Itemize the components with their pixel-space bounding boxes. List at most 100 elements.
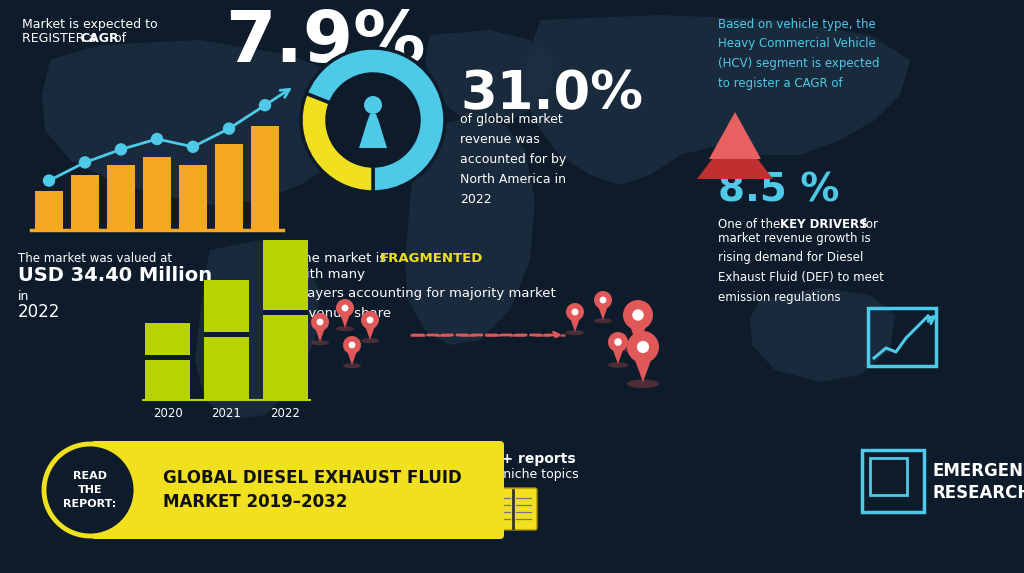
Ellipse shape [627,379,659,388]
Text: for: for [858,218,878,231]
Polygon shape [569,316,581,332]
Ellipse shape [566,330,584,335]
Circle shape [43,175,54,186]
Polygon shape [611,346,625,364]
Bar [145,355,190,360]
Text: REGISTER a: REGISTER a [22,32,100,45]
Circle shape [223,123,234,134]
Text: USD 34.40 Million: USD 34.40 Million [18,266,212,285]
Bar [868,308,936,366]
Circle shape [311,313,329,331]
Polygon shape [425,30,555,120]
Circle shape [116,144,127,155]
Circle shape [566,303,584,321]
Circle shape [367,316,374,323]
Text: covering niche topics: covering niche topics [445,468,579,481]
Bar [263,240,308,400]
Circle shape [571,309,579,315]
Polygon shape [629,321,648,348]
Bar [143,157,171,230]
Circle shape [623,300,653,330]
Polygon shape [339,312,351,328]
Circle shape [152,134,163,144]
Circle shape [608,332,628,352]
Bar [35,191,63,230]
Text: market revenue growth is
rising demand for Diesel
Exhaust Fluid (DEF) to meet
em: market revenue growth is rising demand f… [718,232,884,304]
Ellipse shape [311,340,329,345]
Circle shape [187,142,199,152]
FancyBboxPatch shape [91,441,504,539]
Polygon shape [195,240,319,420]
Polygon shape [359,114,387,148]
Text: CAGR: CAGR [80,32,119,45]
Circle shape [614,338,622,346]
Circle shape [259,100,270,111]
Polygon shape [365,324,376,340]
Polygon shape [597,304,609,320]
Circle shape [342,305,348,311]
Text: of global market
revenue was
accounted for by
North America in
2022: of global market revenue was accounted f… [460,113,566,206]
Text: RESEARCH: RESEARCH [932,484,1024,502]
Polygon shape [633,354,653,382]
Circle shape [627,331,659,363]
Text: The market is: The market is [295,252,390,265]
Bar [862,450,924,512]
Circle shape [600,297,606,304]
Circle shape [632,309,644,321]
Circle shape [594,291,612,309]
Circle shape [336,299,354,317]
Circle shape [343,336,361,354]
Wedge shape [301,93,373,192]
Wedge shape [306,48,445,192]
Text: 31.0%: 31.0% [460,68,643,120]
Text: GLOBAL DIESEL EXHAUST FLUID
MARKET 2019–2032: GLOBAL DIESEL EXHAUST FLUID MARKET 2019–… [163,469,462,511]
Bar [251,126,279,230]
Bar [179,165,207,230]
Text: EMERGEN: EMERGEN [932,462,1023,480]
Circle shape [44,444,136,536]
Bar [870,458,907,495]
Text: in: in [18,290,30,303]
Text: 8.5 %: 8.5 % [718,172,840,210]
Circle shape [316,319,324,325]
Bar [263,309,308,315]
Bar [215,144,243,230]
Bar [204,280,249,400]
Circle shape [348,342,355,348]
Text: KEY DRIVERS: KEY DRIVERS [780,218,867,231]
Text: The market was valued at: The market was valued at [18,252,172,265]
Ellipse shape [623,346,653,354]
Polygon shape [709,112,761,159]
Ellipse shape [343,363,361,368]
Circle shape [361,311,379,329]
Text: FRAGMENTED: FRAGMENTED [380,252,483,265]
Ellipse shape [608,362,628,368]
Text: 10,000+ reports: 10,000+ reports [449,452,575,466]
Polygon shape [346,348,357,365]
Text: One of the: One of the [718,218,784,231]
Bar [106,165,135,230]
Bar [145,323,190,400]
Bar [204,332,249,336]
Polygon shape [406,118,535,345]
Text: 2020: 2020 [153,407,182,420]
Ellipse shape [336,326,354,331]
Text: 2022: 2022 [270,407,300,420]
Circle shape [364,96,382,114]
Text: 2022: 2022 [18,303,60,321]
Text: READ
THE
REPORT:: READ THE REPORT: [63,470,117,509]
Polygon shape [697,129,773,179]
Ellipse shape [361,338,379,343]
Polygon shape [42,40,360,205]
Circle shape [80,157,90,168]
Text: 2021: 2021 [212,407,242,420]
Ellipse shape [594,318,612,323]
Text: of: of [110,32,126,45]
Polygon shape [525,15,910,185]
Circle shape [327,74,419,166]
Text: Based on vehicle type, the
Heavy Commercial Vehicle
(HCV) segment is expected
to: Based on vehicle type, the Heavy Commerc… [718,18,880,89]
Text: with many
players accounting for majority market
revenue share: with many players accounting for majorit… [295,268,556,320]
Text: 7.9%: 7.9% [225,8,426,77]
Text: Market is expected to: Market is expected to [22,18,158,31]
Polygon shape [750,288,895,382]
